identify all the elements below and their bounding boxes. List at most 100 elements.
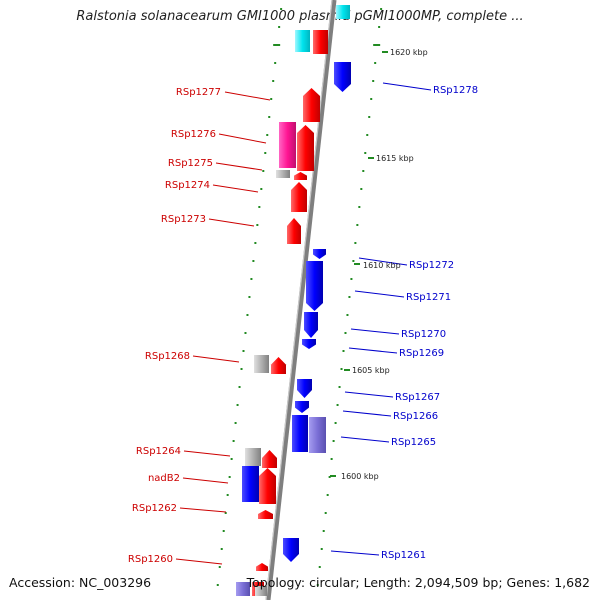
gene-label-RSp1261[interactable]: RSp1261	[381, 550, 426, 561]
gene-label-RSp1277[interactable]: RSp1277	[176, 87, 221, 98]
scale-label-1620: 1620 kbp	[390, 48, 428, 57]
gene-RSp1276a[interactable]	[279, 122, 296, 168]
gene-nadB2[interactable]	[259, 468, 276, 504]
leader-line	[182, 477, 229, 484]
tick-mark	[370, 98, 373, 100]
tick-mark	[256, 224, 259, 226]
gene-RSp1276[interactable]	[297, 125, 314, 171]
gene-label-RSp1267[interactable]: RSp1267	[395, 392, 440, 403]
tick-mark	[330, 458, 333, 460]
gene-RSp1265[interactable]	[292, 415, 308, 452]
tick-mark	[320, 548, 323, 550]
leader-line	[183, 450, 231, 457]
gene-red-top[interactable]	[313, 30, 328, 54]
gene-label-RSp1264[interactable]: RSp1264	[136, 446, 181, 457]
gene-purple-bottom[interactable]	[236, 582, 250, 596]
gene-cyan-top[interactable]	[295, 30, 310, 52]
gene-nadB2-blue[interactable]	[242, 466, 259, 502]
gene-gray-1268[interactable]	[254, 355, 269, 373]
gene-label-RSp1266[interactable]: RSp1266	[393, 411, 438, 422]
tick-mark	[254, 242, 257, 244]
tick-mark	[352, 260, 355, 262]
major-tick	[354, 263, 360, 265]
leader-line	[192, 355, 240, 363]
gene-label-RSp1269[interactable]: RSp1269	[399, 348, 444, 359]
gene-label-RSp1274[interactable]: RSp1274	[165, 180, 210, 191]
tick-mark	[338, 386, 341, 388]
scale-label-1615: 1615 kbp	[376, 154, 414, 163]
gene-label-RSp1276[interactable]: RSp1276	[171, 129, 216, 140]
gene-RSp1264[interactable]	[262, 450, 277, 468]
gene-gray-small[interactable]	[276, 170, 290, 178]
tick-mark	[360, 188, 363, 190]
gene-RSp1262[interactable]	[258, 510, 273, 519]
tick-mark	[336, 404, 339, 406]
tick-mark	[244, 332, 247, 334]
tick-mark	[322, 530, 325, 532]
gene-label-nadB2[interactable]: nadB2	[148, 473, 180, 484]
tick-mark	[346, 314, 349, 316]
gene-gray-1264[interactable]	[245, 448, 261, 466]
gene-RSp1270[interactable]	[304, 312, 318, 338]
label-leader-lines	[175, 82, 432, 565]
tick-mark	[374, 62, 377, 64]
plasmid-backbone	[265, 0, 337, 600]
gene-label-RSp1270[interactable]: RSp1270	[401, 329, 446, 340]
tick-mark	[358, 206, 361, 208]
gene-RSp1260[interactable]	[256, 563, 268, 571]
gene-RSp1271[interactable]	[306, 261, 323, 311]
tick-mark	[334, 422, 337, 424]
tick-mark	[344, 332, 347, 334]
tick-mark	[274, 62, 277, 64]
gene-cyan-top-right[interactable]	[336, 5, 350, 19]
gene-RSp1266[interactable]	[295, 401, 309, 413]
tick-mark	[232, 440, 235, 442]
tick-mark	[378, 26, 381, 28]
gene-RSp1265b[interactable]	[309, 417, 326, 453]
tick-mark	[273, 44, 281, 46]
topology-text: Topology: circular; Length: 2,094,509 bp…	[246, 575, 590, 590]
gene-label-RSp1273[interactable]: RSp1273	[161, 214, 206, 225]
gene-label-RSp1278[interactable]: RSp1278	[433, 85, 478, 96]
gene-RSp1272[interactable]	[313, 249, 326, 259]
gene-features	[236, 5, 351, 596]
gene-label-RSp1260[interactable]: RSp1260	[128, 554, 173, 565]
tick-mark	[354, 242, 357, 244]
gene-RSp1273[interactable]	[287, 218, 301, 244]
gene-RSp1267[interactable]	[297, 379, 312, 398]
tick-mark	[236, 404, 239, 406]
leader-line	[330, 550, 380, 556]
leader-line	[344, 391, 394, 398]
leader-line	[348, 347, 398, 354]
gene-RSp1277[interactable]	[303, 88, 320, 122]
gene-label-RSp1272[interactable]: RSp1272	[409, 260, 454, 271]
gene-RSp1269[interactable]	[302, 339, 316, 349]
gene-RSp1274[interactable]	[291, 182, 307, 212]
leader-line	[354, 290, 405, 298]
gene-label-RSp1265[interactable]: RSp1265	[391, 437, 436, 448]
tick-mark	[340, 368, 343, 370]
tick-mark	[278, 26, 281, 28]
tick-mark	[318, 566, 321, 568]
leader-line	[175, 558, 223, 565]
gene-label-RSp1262[interactable]: RSp1262	[132, 503, 177, 514]
gene-label-RSp1271[interactable]: RSp1271	[406, 292, 451, 303]
tick-mark	[230, 458, 233, 460]
major-tick	[368, 157, 374, 159]
gene-RSp1278[interactable]	[334, 62, 351, 92]
tick-mark	[356, 224, 359, 226]
tick-mark	[270, 98, 273, 100]
gene-RSp1261[interactable]	[283, 538, 299, 562]
scale-label-1610: 1610 kbp	[363, 261, 401, 270]
gene-RSp1275[interactable]	[294, 172, 307, 180]
gene-RSp1268[interactable]	[271, 357, 286, 374]
leader-line	[342, 410, 392, 417]
tick-mark	[252, 260, 255, 262]
tick-mark	[280, 8, 283, 10]
gene-label-RSp1268[interactable]: RSp1268	[145, 351, 190, 362]
scale-label-1600: 1600 kbp	[341, 472, 379, 481]
gene-gray-bottom[interactable]	[255, 586, 267, 596]
gene-label-RSp1275[interactable]: RSp1275	[168, 158, 213, 169]
leader-line	[208, 218, 255, 227]
leader-line	[224, 91, 271, 101]
